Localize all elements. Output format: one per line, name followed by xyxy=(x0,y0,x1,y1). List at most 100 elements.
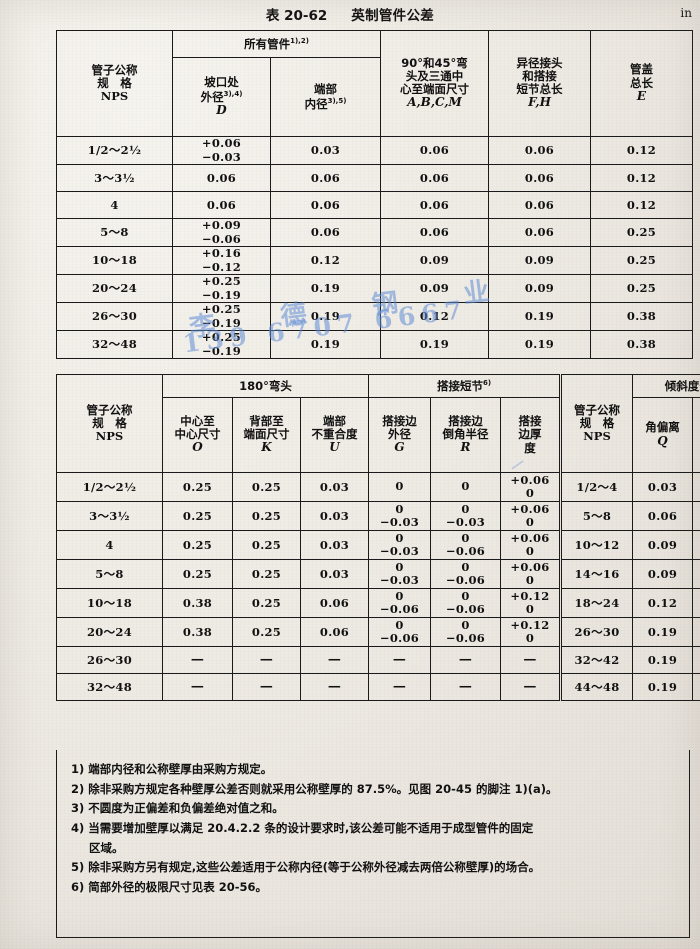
cell-elbow-dim: 0.09 xyxy=(380,246,489,275)
footnote: 区域。 xyxy=(89,840,124,855)
table-title-row: 表 20-62 英制管件公差 in xyxy=(0,4,700,28)
cell-nps: 4 xyxy=(56,530,163,560)
header2-end-misalignment: 端部 不重合度 U xyxy=(300,397,369,473)
header-nps: 管子公称 规 格 NPS xyxy=(56,30,173,137)
cell-center-to-center: — xyxy=(162,673,233,701)
cell-nps: 3～3½ xyxy=(56,501,163,531)
table-row: 26～30 +0.25 −0.19 0.19 0.12 0.19 0.38 xyxy=(56,302,693,331)
header-reducer-lap-length: 异径接头 和搭接 短节总长 F,H xyxy=(488,30,591,137)
cell-lap-thickness: +0.06 0 xyxy=(499,501,562,531)
cell-bevel-od: 0.06 xyxy=(172,191,271,219)
cell-nps-tilt: 5～8 xyxy=(559,501,634,531)
cell-cap-length: 0.25 xyxy=(590,274,693,303)
cell-bevel-od: +0.06 −0.03 xyxy=(172,136,271,165)
header2-angular-offset: 角偏离 Q xyxy=(632,397,694,473)
cell-reducer-length: 0.19 xyxy=(488,302,591,331)
cell-angular-offset: 0.19 xyxy=(632,673,694,701)
cell-end-misalignment: 0.03 xyxy=(300,501,369,531)
cell-angular-offset: 0.19 xyxy=(632,646,694,674)
header2-lap-od: 搭接边 外径 G xyxy=(368,397,431,473)
table-row: 1/2～2½ +0.06 −0.03 0.03 0.06 0.06 0.12 xyxy=(56,136,693,165)
cell-lap-radius: 0 −0.06 xyxy=(430,559,501,589)
cell-end-id: 0.19 xyxy=(270,274,381,303)
page-title: 表 20-62 英制管件公差 xyxy=(0,4,700,24)
footnote: 6) 简部外径的极限尺寸见表 20-56。 xyxy=(71,879,268,894)
table-row: 26～30——————32～420.190.50 xyxy=(56,646,700,674)
cell-lap-od: 0 xyxy=(368,472,431,502)
cell-angular-offset: 0.03 xyxy=(632,472,694,502)
cell-cap-length: 0.12 xyxy=(590,191,693,219)
header2-lap-fillet-radius: 搭接边 倒角半径 R xyxy=(430,397,501,473)
cell-end-misalignment: 0.03 xyxy=(300,472,369,502)
cell-end-id: 0.06 xyxy=(270,191,381,219)
cell-back-to-end: 0.25 xyxy=(232,530,301,560)
cell-nps: 10～18 xyxy=(56,588,163,618)
header-bevel-od: 坡口处 外径3),4) D xyxy=(172,57,271,137)
cell-lap-thickness: +0.06 0 xyxy=(499,472,562,502)
cell-end-misalignment: 0.03 xyxy=(300,559,369,589)
cell-end-id: 0.12 xyxy=(270,246,381,275)
table1-body: 1/2～2½ +0.06 −0.03 0.03 0.06 0.06 0.12 3～3½ 0.06… xyxy=(56,136,693,359)
cell-reducer-length: 0.09 xyxy=(488,246,591,275)
cell-nps-tilt: 44～48 xyxy=(559,673,634,701)
cell-nps: 1/2～2½ xyxy=(56,136,173,165)
cell-end-id: 0.06 xyxy=(270,218,381,247)
table-row: 32～48 +0.25 −0.19 0.19 0.19 0.19 0.38 xyxy=(56,330,693,359)
cell-bevel-od: +0.16 −0.12 xyxy=(172,246,271,275)
cell-bevel-od: +0.09 −0.06 xyxy=(172,218,271,247)
cell-lap-thickness: — xyxy=(499,646,562,674)
cell-end-misalignment: — xyxy=(300,646,369,674)
cell-nps: 5～8 xyxy=(56,559,163,589)
cell-end-misalignment: 0.06 xyxy=(300,588,369,618)
table-number: 表 20-62 xyxy=(265,8,328,24)
cell-nps: 4 xyxy=(56,191,173,219)
cell-face-offset: 0.50 xyxy=(692,646,700,674)
cell-face-offset: 0.75 xyxy=(692,673,700,701)
header2-lap-sup: 6) xyxy=(482,378,492,387)
cell-lap-od: 0 −0.03 xyxy=(368,530,431,560)
cell-lap-od: — xyxy=(368,646,431,674)
cell-lap-thickness: — xyxy=(499,673,562,701)
table2-header-row-2: 中心至 中心尺寸 O 背部至 端面尺寸 K 端部 不重合度 U 搭接边 外径 xyxy=(57,397,700,473)
cell-cap-length: 0.38 xyxy=(590,302,693,331)
cell-angular-offset: 0.19 xyxy=(632,617,694,647)
footnote: 4) 当需要增加壁厚以满足 20.4.2.2 条的设计要求时,该公差可能不适用于… xyxy=(71,820,534,835)
table-row: 5～8 +0.09 −0.06 0.06 0.06 0.06 0.25 xyxy=(56,218,693,247)
cell-lap-od: 0 −0.06 xyxy=(368,617,431,647)
cell-end-id: 0.03 xyxy=(270,136,381,165)
cell-center-to-center: 0.25 xyxy=(162,559,233,589)
cell-nps: 20～24 xyxy=(56,617,163,647)
footnote: 2) 除非采购方规定各种壁厚公差否则就采用公称壁厚的 87.5%。见图 20-4… xyxy=(71,781,558,796)
cell-center-to-center: 0.25 xyxy=(162,530,233,560)
cell-reducer-length: 0.19 xyxy=(488,330,591,359)
cell-end-misalignment: — xyxy=(300,673,369,701)
header-bevel-od-sup: 3),4) xyxy=(223,89,243,98)
cell-reducer-length: 0.06 xyxy=(488,164,591,192)
table1-header-row-1: 管子公称 规 格 NPS 所有管件1),2) 90°和45°弯 头及三通中 心至… xyxy=(56,30,693,137)
cell-elbow-dim: 0.06 xyxy=(380,218,489,247)
table-row: 20～24 +0.25 −0.19 0.19 0.09 0.09 0.25 xyxy=(56,274,693,303)
header-all-fittings: 所有管件1),2) xyxy=(172,30,381,58)
cell-center-to-center: — xyxy=(162,646,233,674)
header2-180-elbow: 180°弯头 xyxy=(162,374,369,398)
cell-lap-od: — xyxy=(368,673,431,701)
header2-center-to-center: 中心至 中心尺寸 O xyxy=(162,397,233,473)
cell-lap-radius: 0 −0.06 xyxy=(430,617,501,647)
cell-nps-tilt: 18～24 xyxy=(559,588,634,618)
cell-lap-radius: — xyxy=(430,646,501,674)
cell-nps: 5～8 xyxy=(56,218,173,247)
cell-angular-offset: 0.09 xyxy=(632,530,694,560)
cell-elbow-dim: 0.19 xyxy=(380,330,489,359)
table1-header-row-2: 坡口处 外径3),4) D 端部 内径3),5) xyxy=(57,57,693,137)
cell-angular-offset: 0.06 xyxy=(632,501,694,531)
header2-nps: 管子公称 规 格 NPS xyxy=(56,374,163,473)
table-name: 英制管件公差 xyxy=(351,8,435,24)
cell-face-offset: 0.38 xyxy=(692,588,700,618)
cell-elbow-dim: 0.06 xyxy=(380,191,489,219)
header2-tilt-tolerance: 倾斜度公差 xyxy=(632,374,700,398)
cell-end-id: 0.19 xyxy=(270,330,381,359)
cell-center-to-center: 0.38 xyxy=(162,617,233,647)
cell-elbow-dim: 0.09 xyxy=(380,274,489,303)
